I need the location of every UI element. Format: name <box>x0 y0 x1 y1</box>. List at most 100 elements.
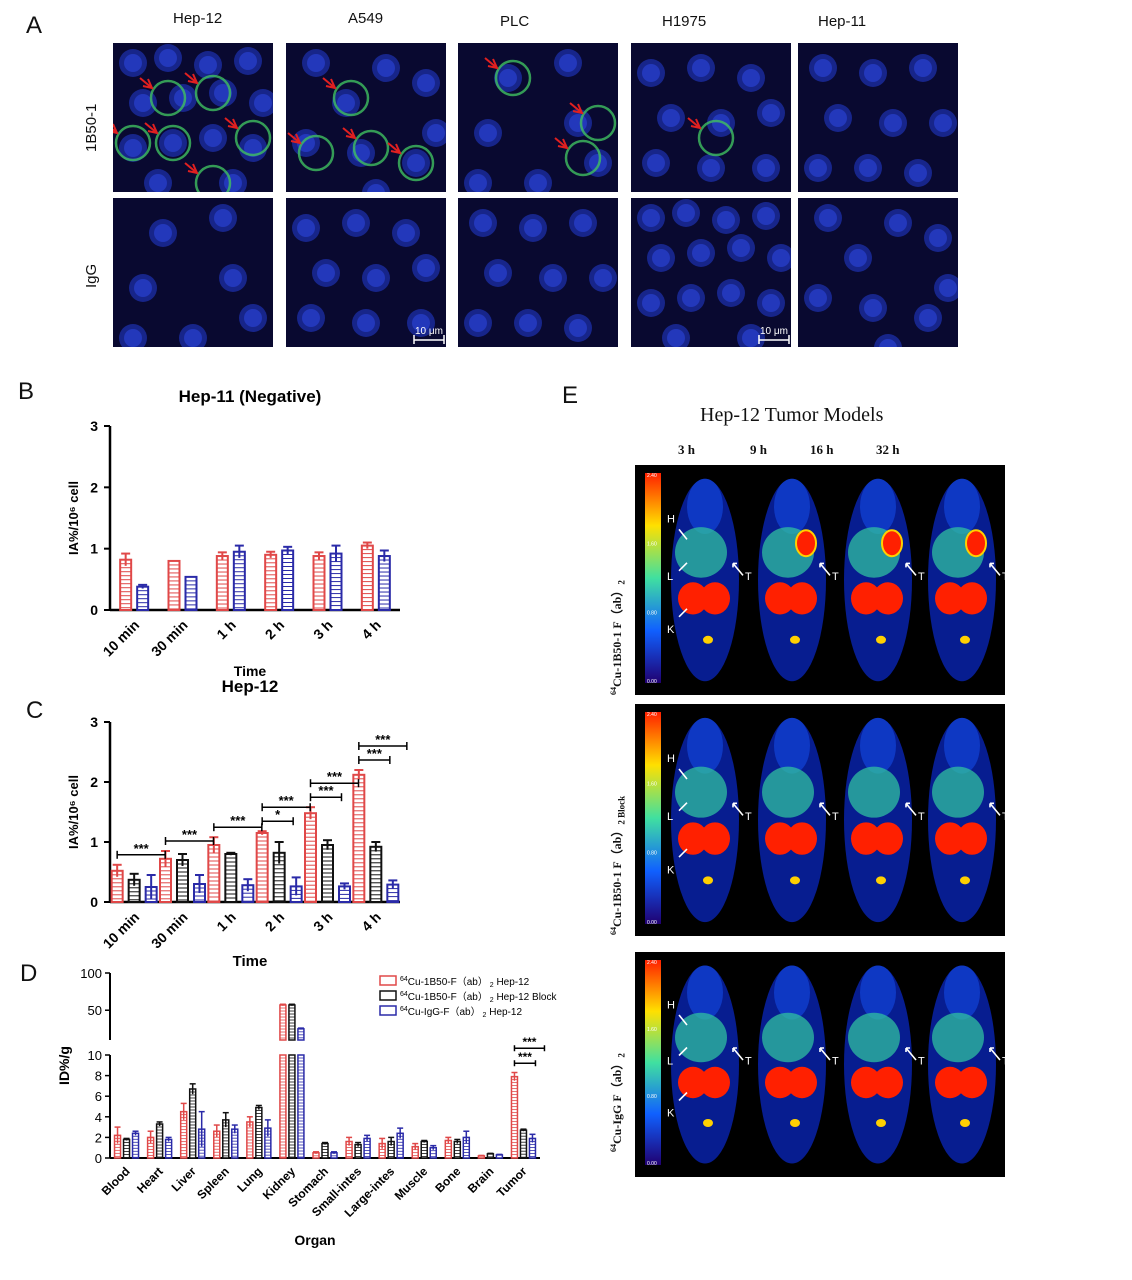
x-tick-label: Bone <box>432 1164 463 1195</box>
red-arrow <box>387 142 402 155</box>
mouse-scan: T <box>758 965 839 1164</box>
bar <box>164 1138 173 1159</box>
mark-kidney: K <box>667 864 675 876</box>
significance-label: *** <box>327 769 343 784</box>
kidney-right <box>957 822 987 855</box>
x-tick-label: 10 min <box>100 617 143 660</box>
chart-c-hep12: Hep-12 0 1 2 3 IA%/10⁶ cell 10 min 30 min 1 h 2 h… <box>66 677 408 970</box>
kidney-left <box>851 822 881 855</box>
bar <box>176 859 189 903</box>
arrow-tumor <box>905 802 917 816</box>
bladder <box>960 635 970 644</box>
x-tick-label: 4 h <box>358 909 384 935</box>
legend-item: 64Cu-1B50-F（ab） 2 Hep-12 Block <box>379 990 557 1004</box>
pet-row-3: 2.40 1.60 0.80 0.00 T H L K T T T <box>635 952 1005 1177</box>
x-tick-label: 3 h <box>310 617 336 643</box>
tumor-hotspot <box>965 529 987 558</box>
bar <box>281 549 295 611</box>
scale-bar: 10 μm <box>413 326 445 344</box>
bar <box>369 845 383 904</box>
red-arrow <box>484 57 499 70</box>
x-tick-label: Tumor <box>494 1164 530 1200</box>
panel-b-label: B <box>18 378 35 405</box>
micrograph-1B50-1-Hep-11 <box>798 43 958 192</box>
kidney-right <box>700 822 730 855</box>
panel-e-label: E <box>562 382 579 409</box>
bar <box>321 1142 329 1159</box>
bar <box>246 1121 254 1159</box>
time-label-32h: 32 h <box>876 442 900 457</box>
red-arrow <box>322 77 337 90</box>
x-axis-label: Time <box>234 663 267 679</box>
bar <box>304 812 317 903</box>
red-arrow <box>184 72 199 85</box>
arrow-kidney <box>678 608 688 618</box>
bar <box>224 853 238 903</box>
significance-bracket: *** <box>358 746 391 764</box>
x-tick-label: 30 min <box>148 909 191 952</box>
x-tick-label: 1 h <box>213 909 239 935</box>
arrow-tumor <box>819 1047 831 1061</box>
colorbar-tick-label: 1.60 <box>647 542 657 548</box>
mouse-scan: T <box>758 478 839 682</box>
membrane-stain <box>579 104 617 142</box>
colorbar-tick-label: 0.00 <box>647 1161 657 1167</box>
chart-title: Hep-11 (Negative) <box>179 387 322 406</box>
bar <box>279 1004 287 1159</box>
kidney-right <box>957 1066 987 1099</box>
bar <box>232 550 246 612</box>
arrow-kidney <box>678 1091 688 1102</box>
arrow-tumor <box>732 1047 744 1061</box>
pet-row-label-2: 64Cu-1B50-1 F（ab）2 Block <box>609 795 627 935</box>
mark-liver: L <box>667 1056 673 1068</box>
y-tick-label: 0 <box>90 894 98 910</box>
membrane-stain <box>297 134 335 172</box>
mark-heart: H <box>667 753 675 765</box>
arrow-heart <box>678 768 688 780</box>
y-tick-label: 3 <box>90 418 98 434</box>
mouse-scan: T <box>844 478 925 682</box>
red-arrow <box>113 123 119 135</box>
arrow-tumor <box>905 562 917 576</box>
y-tick-label: 4 <box>95 1110 102 1125</box>
kidney-right <box>873 822 903 855</box>
x-tick-label: 2 h <box>262 909 288 935</box>
significance-label: *** <box>318 783 334 798</box>
colorbar-tick-label: 2.40 <box>647 712 657 718</box>
membrane-stain <box>397 144 435 182</box>
mouse-scan: T <box>844 717 925 923</box>
red-arrow <box>687 117 702 130</box>
bar <box>329 552 343 611</box>
membrane-stain <box>564 139 602 177</box>
arrow-heart <box>678 528 688 540</box>
bar <box>131 1132 140 1159</box>
pet-row-label-3: 64Cu-IgG F（ab）2 <box>609 1053 627 1152</box>
arrow-tumor <box>819 802 831 816</box>
kidney-right <box>787 582 817 615</box>
bladder <box>790 876 800 885</box>
legend-item: 64Cu-1B50-F（ab） 2 Hep-12 <box>379 975 530 989</box>
colorbar <box>645 712 661 924</box>
membrane-stain <box>234 119 272 157</box>
mark-tumor: T <box>745 811 752 823</box>
mouse-scan: T <box>928 717 1005 923</box>
x-tick-label: Spleen <box>194 1164 232 1202</box>
bar <box>255 832 269 903</box>
mark-liver: L <box>667 571 673 583</box>
bar <box>297 1028 305 1159</box>
kidney-right <box>700 1066 730 1099</box>
micrograph-1B50-1-Hep-12 <box>113 43 273 192</box>
significance-label: *** <box>518 1050 532 1064</box>
x-tick-label: 4 h <box>358 617 384 643</box>
kidney-right <box>787 822 817 855</box>
mark-kidney: K <box>667 1107 675 1119</box>
y-tick-label: 50 <box>88 1003 102 1018</box>
bar <box>215 555 229 612</box>
colorbar-tick-label: 0.00 <box>647 920 657 926</box>
column-label-h1975: H1975 <box>662 13 707 30</box>
significance-label: *** <box>375 732 391 747</box>
micrograph-1B50-1-PLC <box>458 43 618 192</box>
membrane-stain <box>194 74 232 112</box>
mark-kidney: K <box>667 624 675 636</box>
